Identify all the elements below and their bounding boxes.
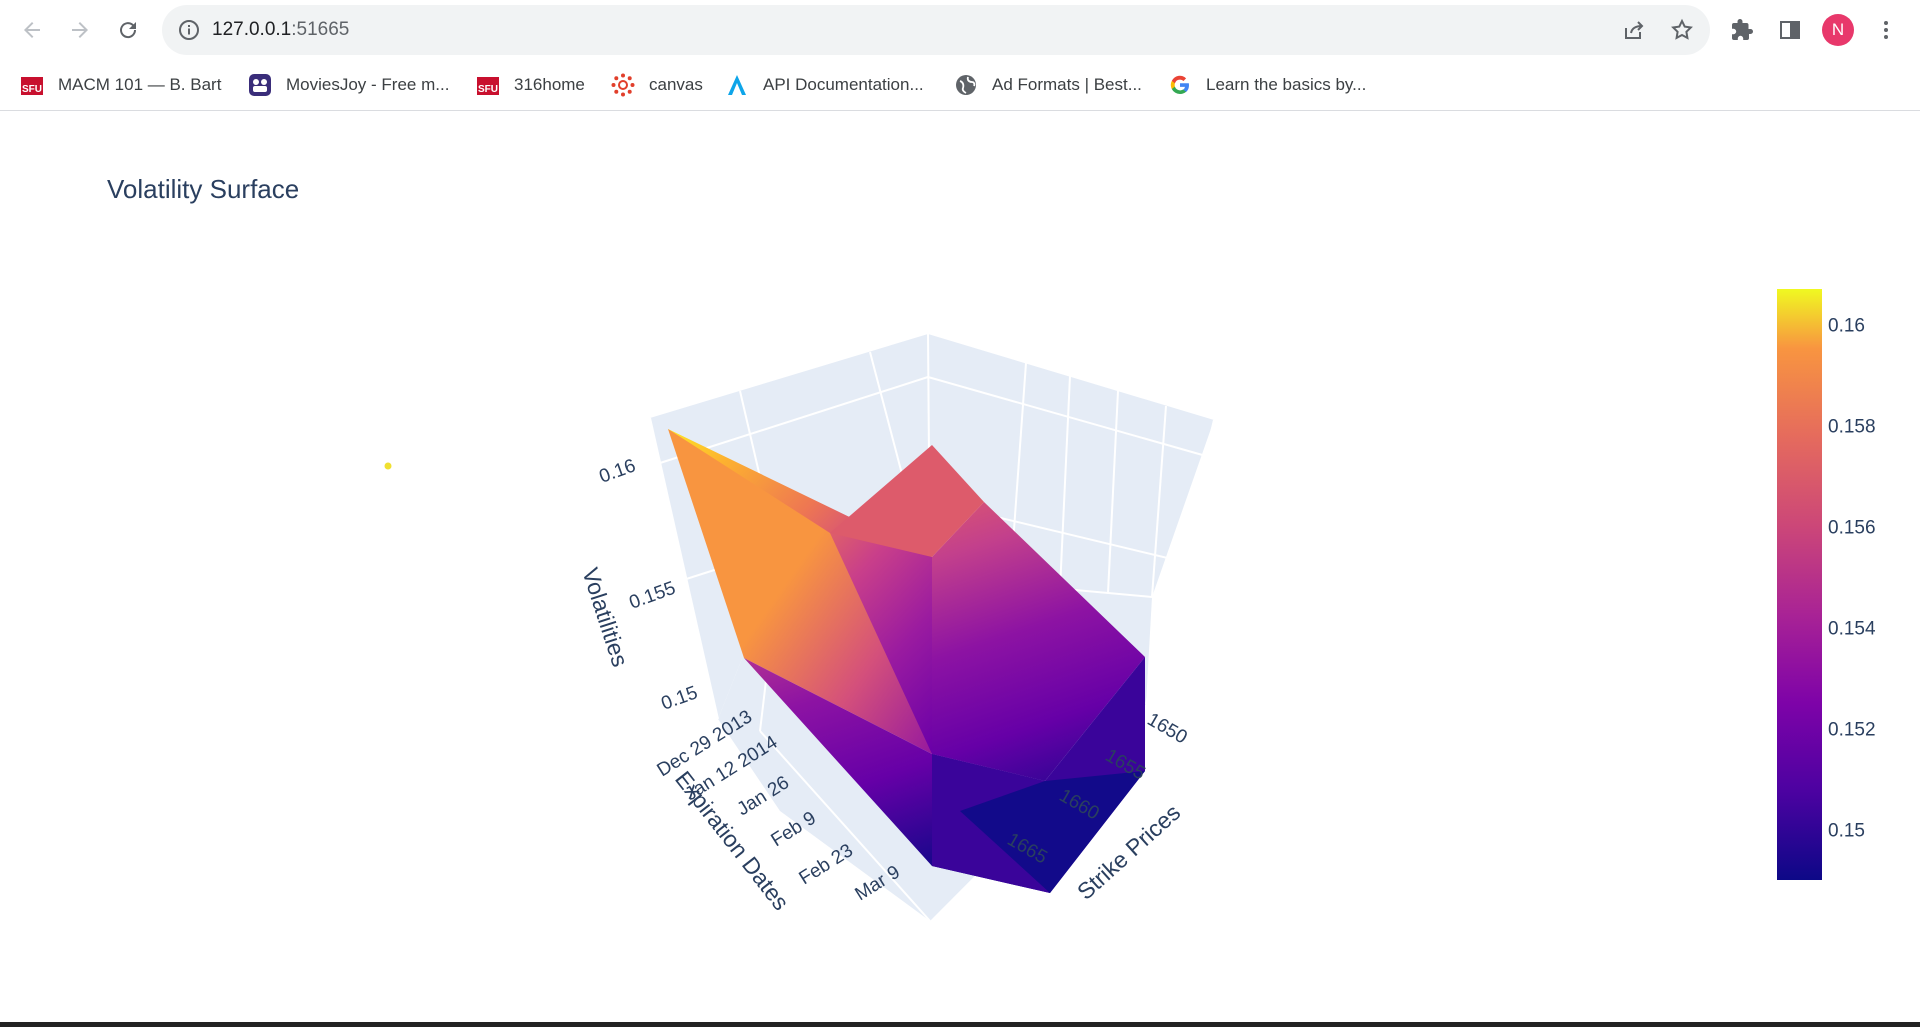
svg-text:SFU: SFU [478,84,498,95]
url-host: 127.0.0.1 [212,19,292,40]
canvas-icon [611,73,635,97]
surface-plot[interactable]: 0.16 0.155 0.15 Volatilities Dec 29 2013… [0,111,1920,1027]
sfu-icon: SFU [20,73,44,97]
reload-button[interactable] [110,12,146,48]
surface-face-right [932,502,1145,781]
z-tick-label: 0.155 [627,578,679,614]
puzzle-icon [1732,19,1753,40]
x-tick-label: Feb 23 [796,840,857,889]
side-panel-button[interactable] [1772,12,1808,48]
bookmark-label: MoviesJoy - Free m... [286,75,450,94]
bookmark-macm101[interactable]: SFU MACM 101 — B. Bart [20,70,221,100]
api-docs-icon [725,73,749,97]
bookmark-label: canvas [649,75,703,94]
moviesjoy-icon [248,73,272,97]
address-bar[interactable]: 127.0.0.1:51665 [162,5,1710,55]
globe-icon [954,73,978,97]
bookmark-learn-basics[interactable]: Learn the basics by... [1168,70,1366,100]
plot-area: Volatility Surface [0,111,1920,1027]
forward-button[interactable] [62,12,98,48]
share-icon[interactable] [1622,18,1646,42]
sfu-icon: SFU [476,73,500,97]
bookmark-label: Learn the basics by... [1206,75,1367,94]
forward-arrow-icon [72,22,88,38]
reload-icon [120,22,137,39]
browser-toolbar: 127.0.0.1:51665 N [0,0,1920,60]
colorbar-tick-label: 0.156 [1828,517,1876,538]
bookmark-canvas[interactable]: canvas [611,70,703,100]
bookmark-label: MACM 101 — B. Bart [58,75,222,94]
colorbar-tick-label: 0.158 [1828,416,1876,437]
profile-button[interactable]: N [1820,12,1856,48]
back-button[interactable] [14,12,50,48]
browser-menu-button[interactable] [1868,12,1904,48]
surface-face-back [830,445,984,557]
bookmark-star-icon[interactable] [1670,18,1694,42]
svg-text:SFU: SFU [22,84,42,95]
avatar: N [1822,14,1854,46]
colorbar-tick-label: 0.15 [1828,820,1865,841]
side-panel-icon [1780,21,1800,39]
colorbar-tick-label: 0.16 [1828,315,1865,336]
colorbar-gradient [1777,289,1822,880]
extensions-button[interactable] [1724,12,1760,48]
google-icon [1168,73,1192,97]
bookmark-label: Ad Formats | Best... [992,75,1142,94]
bookmark-ad-formats[interactable]: Ad Formats | Best... [954,70,1142,100]
colorbar-tick-label: 0.152 [1828,719,1876,740]
bottom-bar [0,1022,1920,1027]
url-text[interactable]: 127.0.0.1:51665 [212,19,349,41]
bookmark-api-docs[interactable]: API Documentation... [725,70,924,100]
chart-title: Volatility Surface [107,174,300,204]
surface-face-left [668,429,932,754]
marker-point [384,462,392,470]
z-axis-title: Volatilities [577,565,633,670]
profile-initial: N [1831,20,1845,39]
kebab-menu-icon [1884,21,1888,39]
url-port: :51665 [291,19,350,40]
site-info-icon[interactable] [178,19,200,41]
colorbar-tick-label: 0.154 [1828,618,1876,639]
bookmark-label: 316home [514,75,585,94]
surface-face-min [960,771,1145,893]
z-tick-label: 0.16 [597,455,639,487]
y-tick-label: 1650 [1144,709,1191,748]
back-arrow-icon [24,22,40,38]
bookmarks-bar: SFU MACM 101 — B. Bart MoviesJoy - Free … [0,62,1920,111]
colorbar: 0.16 0.158 0.156 0.154 0.152 0.15 [1777,289,1876,880]
bookmark-moviesjoy[interactable]: MoviesJoy - Free m... [248,70,449,100]
bookmark-label: API Documentation... [763,75,924,94]
z-tick-label: 0.15 [659,682,701,714]
bookmark-316home[interactable]: SFU 316home [476,70,585,100]
